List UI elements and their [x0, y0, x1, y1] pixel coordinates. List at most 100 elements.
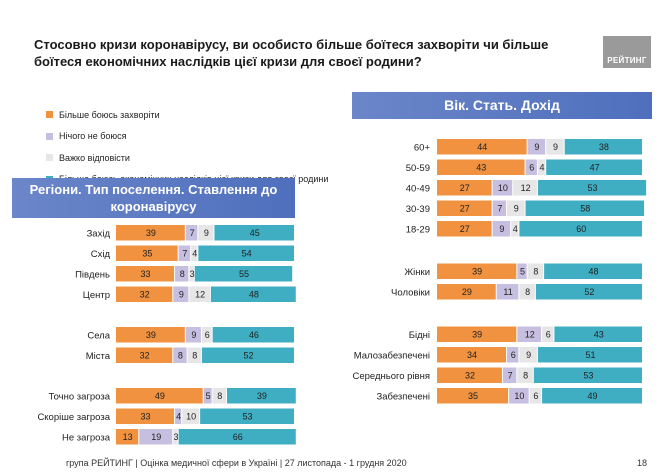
bar-segment-hard — [517, 367, 533, 383]
data-label: 39 — [257, 391, 267, 401]
logo: РЕЙТИНГ — [603, 36, 651, 68]
bar-segment-econ — [519, 221, 642, 237]
bar-segment-econ — [212, 327, 294, 343]
bar-segment-none — [203, 388, 212, 404]
data-label: 53 — [588, 183, 598, 193]
footer: група РЕЙТИНГ | Оцінка медичної сфери в … — [66, 458, 407, 468]
bar-segment-econ — [178, 429, 296, 445]
category-label: Жінки — [404, 267, 430, 278]
data-label: 9 — [514, 204, 519, 214]
legend-swatch — [46, 111, 53, 119]
bar-segment-sick — [437, 326, 517, 342]
bar-segment-hard — [173, 429, 178, 445]
category-label: Точно загроза — [49, 391, 111, 402]
bar-segment-sick — [116, 225, 185, 241]
bar-segment-none — [178, 245, 191, 261]
data-label: 44 — [477, 142, 487, 152]
bar-segment-none — [509, 388, 529, 404]
bar-segment-sick — [437, 139, 527, 155]
data-label: 12 — [521, 183, 531, 193]
data-label: 53 — [583, 371, 593, 381]
data-label: 10 — [498, 183, 508, 193]
bar-segment-econ — [537, 347, 642, 363]
bar-segment-none — [517, 263, 527, 279]
bar-segment-sick — [437, 263, 517, 279]
bar-segment-econ — [542, 388, 642, 404]
bar-segment-econ — [226, 388, 296, 404]
bar-segment-none — [525, 159, 537, 175]
bar-segment-hard — [201, 327, 212, 343]
data-label: 39 — [146, 330, 156, 340]
category-label: Не загроза — [62, 432, 111, 443]
bar-segment-hard — [182, 408, 200, 424]
data-label: 3 — [190, 269, 195, 279]
bar-segment-sick — [437, 284, 496, 300]
bar-segment-none — [517, 326, 542, 342]
bar-segment-sick — [437, 347, 507, 363]
bar-segment-hard — [507, 200, 525, 216]
bar-segment-none — [139, 429, 173, 445]
data-label: 4 — [513, 224, 518, 234]
data-label: 51 — [585, 350, 595, 360]
bar-segment-hard — [187, 347, 201, 363]
legend-item-hard: Важко відповісти — [46, 147, 328, 169]
data-label: 55 — [239, 269, 249, 279]
bar-segment-none — [502, 367, 517, 383]
bar-segment-econ — [201, 347, 294, 363]
data-label: 7 — [190, 228, 195, 238]
data-label: 4 — [192, 249, 197, 259]
bar-segment-sick — [116, 245, 178, 261]
bar-segment-hard — [546, 139, 564, 155]
bar-segment-none — [496, 284, 519, 300]
category-label: Скоріше загроза — [37, 412, 110, 423]
data-label: 8 — [178, 351, 183, 361]
bar-segment-econ — [554, 326, 642, 342]
data-label: 19 — [151, 432, 161, 442]
data-label: 6 — [529, 163, 534, 173]
bar-segment-sick — [437, 388, 509, 404]
bar-segment-econ — [198, 245, 294, 261]
data-label: 9 — [179, 290, 184, 300]
bar-segment-econ — [544, 263, 642, 279]
data-label: 7 — [508, 371, 513, 381]
bar-segment-econ — [537, 180, 647, 196]
bar-segment-sick — [437, 180, 492, 196]
bar-segment-none — [492, 221, 511, 237]
data-label: 5 — [206, 391, 211, 401]
section-header-age-sex-income: Вік. Стать. Дохід — [352, 92, 652, 119]
bar-segment-sick — [116, 408, 175, 424]
page-title: Стосовно кризи коронавірусу, ви особисто… — [34, 37, 549, 69]
data-label: 9 — [499, 224, 504, 234]
bar-segment-econ — [535, 284, 642, 300]
category-label: Села — [87, 330, 110, 341]
bar-segment-hard — [529, 388, 542, 404]
data-label: 6 — [546, 330, 551, 340]
legend-swatch — [46, 132, 53, 140]
legend-label: Нічого не боюся — [59, 131, 127, 142]
bar-segment-hard — [527, 263, 544, 279]
data-label: 45 — [250, 228, 260, 238]
legend-swatch — [46, 154, 53, 162]
bar-segment-hard — [519, 347, 537, 363]
data-label: 6 — [533, 391, 538, 401]
bar-segment-econ — [525, 200, 645, 216]
data-label: 8 — [217, 391, 222, 401]
category-label: Забезпечені — [377, 391, 431, 402]
section-header-regions: Регіони. Тип поселення. Ставлення до кор… — [12, 178, 295, 218]
bar-segment-sick — [437, 221, 492, 237]
bar-segment-hard — [519, 284, 535, 300]
data-label: 46 — [249, 330, 259, 340]
data-label: 27 — [460, 183, 470, 193]
data-label: 4 — [540, 163, 545, 173]
data-label: 52 — [584, 287, 594, 297]
category-label: 18-29 — [406, 224, 430, 235]
page-number: 18 — [637, 458, 648, 468]
data-label: 35 — [468, 391, 478, 401]
bar-segment-econ — [546, 159, 642, 175]
data-label: 12 — [195, 290, 205, 300]
bar-segment-hard — [191, 245, 198, 261]
data-label: 27 — [460, 204, 470, 214]
category-label: Південь — [75, 269, 110, 280]
bar-segment-econ — [194, 266, 293, 282]
bar-segment-none — [185, 327, 201, 343]
